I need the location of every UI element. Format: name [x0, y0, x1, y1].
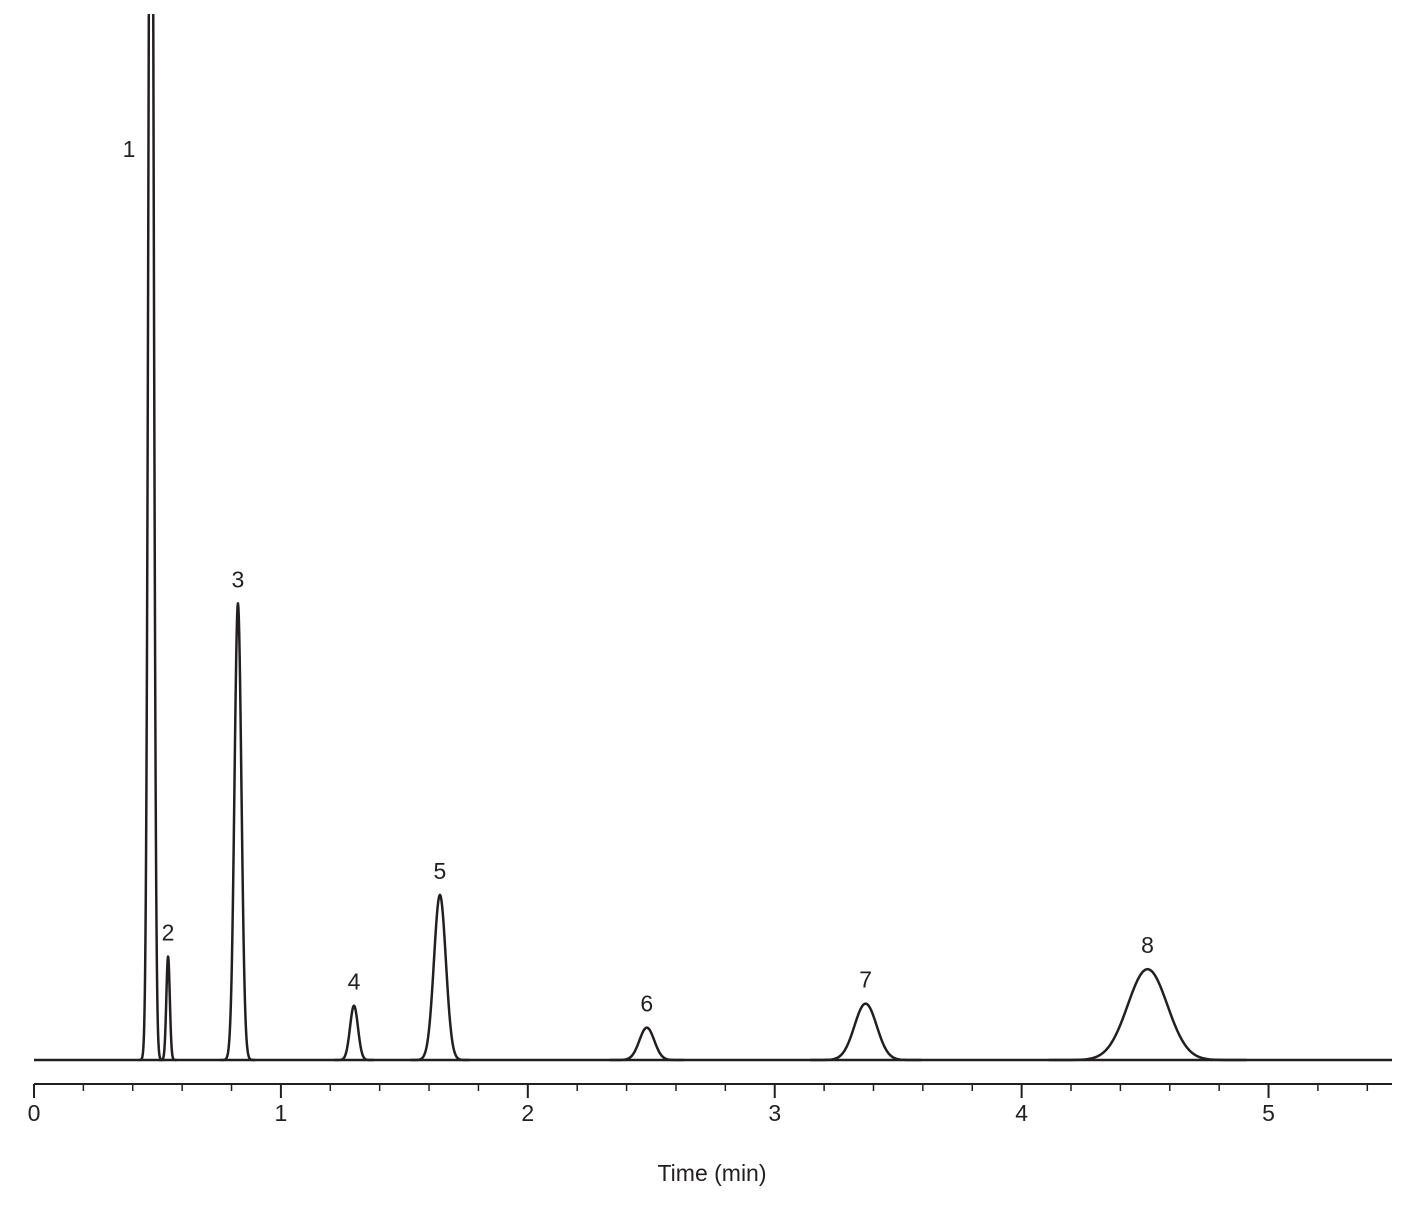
x-tick-label: 1: [275, 1100, 288, 1126]
peak-label: 1: [123, 136, 136, 162]
peak: [219, 602, 257, 1062]
trace: [34, 14, 1392, 1062]
peak-label: 3: [232, 566, 245, 592]
x-axis-title: Time (min): [657, 1160, 766, 1186]
x-tick-label: 3: [768, 1100, 781, 1126]
peak: [409, 893, 471, 1062]
peak-label: 6: [640, 991, 653, 1017]
peak-label: 4: [348, 969, 361, 995]
peak: [137, 14, 165, 1062]
peak: [333, 1004, 375, 1062]
peak: [810, 1002, 922, 1062]
x-tick-label: 4: [1015, 1100, 1028, 1126]
x-tick-label: 0: [28, 1100, 41, 1126]
x-tick-label: 5: [1262, 1100, 1275, 1126]
peak: [609, 1026, 685, 1062]
peak-label: 5: [434, 858, 447, 884]
peak-label: 2: [162, 920, 175, 946]
peak: [158, 955, 178, 1062]
peak: [1048, 967, 1247, 1062]
peak-label: 8: [1141, 932, 1154, 958]
x-tick-label: 2: [521, 1100, 534, 1126]
peak-label: 7: [859, 967, 872, 993]
